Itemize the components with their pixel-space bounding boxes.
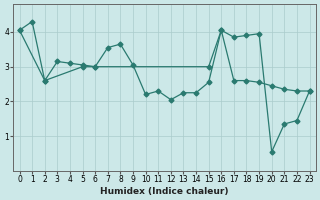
X-axis label: Humidex (Indice chaleur): Humidex (Indice chaleur) [100,187,229,196]
